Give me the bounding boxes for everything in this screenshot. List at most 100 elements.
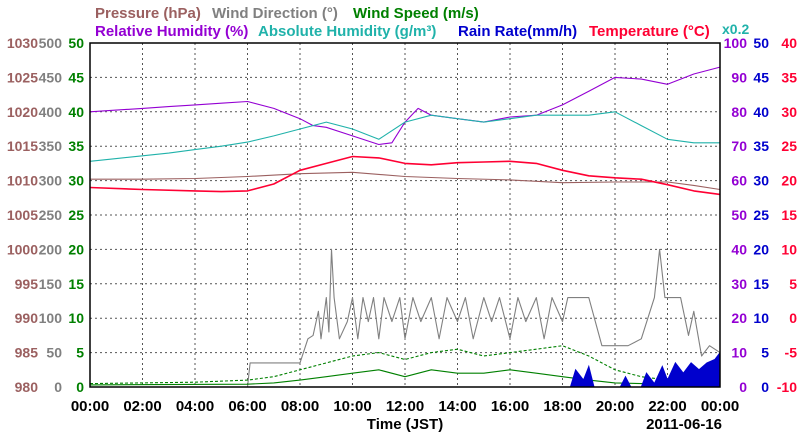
tick-wind-speed: 50 — [68, 35, 84, 51]
tick-wind-direction: 400 — [39, 104, 63, 120]
tick-rain-rate: 5 — [761, 345, 769, 361]
tick-temperature: 40 — [781, 35, 797, 51]
series-absolute-humidity-line — [89, 111, 720, 162]
tick-wind-speed: 45 — [68, 69, 84, 85]
tick-temperature: 10 — [781, 241, 797, 257]
tick-pressure: 1015 — [7, 138, 38, 154]
legend: Pressure (hPa) Wind Direction (°) Wind Spe… — [95, 5, 749, 40]
legend-pressure: Pressure (hPa) — [95, 5, 201, 22]
tick-wind-direction: 150 — [39, 276, 63, 292]
tick-wind-speed: 5 — [76, 345, 84, 361]
axis-multiplier-note: x0.2 — [722, 21, 749, 37]
x-tick-label: 08:00 — [281, 398, 319, 415]
tick-relative-humidity: 50 — [731, 207, 747, 223]
tick-pressure: 990 — [15, 310, 39, 326]
series-temperature-line — [89, 155, 721, 196]
series-pressure-line — [90, 171, 721, 191]
date-label: 2011-06-16 — [646, 416, 722, 433]
tick-wind-direction: 100 — [39, 310, 63, 326]
tick-temperature: 25 — [781, 138, 797, 154]
tick-wind-direction: 450 — [39, 69, 63, 85]
legend-absolute-humidity: Absolute Humidity (g/m³) — [258, 23, 436, 40]
tick-temperature: 0 — [789, 310, 797, 326]
series-relative-humidity-line — [89, 66, 721, 146]
x-tick-label: 06:00 — [228, 398, 266, 415]
tick-rain-rate: 50 — [753, 35, 769, 51]
tick-rain-rate: 20 — [753, 241, 769, 257]
tick-temperature: 15 — [781, 207, 797, 223]
tick-wind-speed: 40 — [68, 104, 84, 120]
tick-rain-rate: 35 — [753, 138, 769, 154]
x-tick-label: 14:00 — [438, 398, 476, 415]
tick-wind-speed: 0 — [76, 379, 84, 395]
tick-pressure: 1000 — [7, 241, 38, 257]
tick-rain-rate: 15 — [753, 276, 769, 292]
x-tick-label: 04:00 — [176, 398, 214, 415]
x-tick-label: 02:00 — [123, 398, 161, 415]
tick-rain-rate: 30 — [753, 173, 769, 189]
x-tick-label: 00:00 — [71, 398, 109, 415]
tick-wind-direction: 200 — [39, 241, 63, 257]
left-tick-labels: 9809859909951000100510101015102010251030… — [7, 35, 84, 395]
tick-rain-rate: 0 — [761, 379, 769, 395]
tick-wind-direction: 350 — [39, 138, 63, 154]
x-axis-label: Time (JST) — [367, 416, 443, 433]
plot-frame — [89, 42, 721, 388]
tick-temperature: -10 — [777, 379, 797, 395]
tick-temperature: 35 — [781, 69, 797, 85]
tick-pressure: 1020 — [7, 104, 38, 120]
x-tick-label: 10:00 — [333, 398, 371, 415]
tick-relative-humidity: 30 — [731, 276, 747, 292]
tick-rain-rate: 45 — [753, 69, 769, 85]
x-tick-label: 18:00 — [543, 398, 581, 415]
legend-wind-speed: Wind Speed (m/s) — [353, 5, 479, 22]
tick-wind-direction: 500 — [39, 35, 63, 51]
legend-temperature: Temperature (°C) — [589, 23, 710, 40]
tick-relative-humidity: 90 — [731, 69, 747, 85]
tick-wind-direction: 0 — [54, 379, 62, 395]
tick-relative-humidity: 60 — [731, 173, 747, 189]
tick-temperature: 5 — [789, 276, 797, 292]
tick-pressure: 985 — [15, 345, 39, 361]
tick-wind-speed: 35 — [68, 138, 84, 154]
grid — [90, 43, 720, 387]
tick-pressure: 1005 — [7, 207, 38, 223]
tick-relative-humidity: 10 — [731, 345, 747, 361]
tick-wind-speed: 30 — [68, 173, 84, 189]
tick-wind-direction: 50 — [46, 345, 62, 361]
tick-relative-humidity: 70 — [731, 138, 747, 154]
tick-pressure: 1030 — [7, 35, 38, 51]
tick-rain-rate: 10 — [753, 310, 769, 326]
tick-wind-speed: 25 — [68, 207, 84, 223]
tick-rain-rate: 40 — [753, 104, 769, 120]
tick-relative-humidity: 80 — [731, 104, 747, 120]
tick-relative-humidity: 100 — [724, 35, 748, 51]
tick-temperature: 20 — [781, 173, 797, 189]
series-wind-direction-line — [90, 248, 721, 388]
tick-pressure: 1010 — [7, 173, 38, 189]
right-tick-labels: 0102030405060708090100051015202530354045… — [724, 35, 798, 395]
series-wind-speed-dashed-line — [89, 345, 721, 385]
x-tick-label: 20:00 — [596, 398, 634, 415]
x-tick-labels: 00:00 02:00 04:00 06:00 08:00 10:00 12:00 14:00… — [71, 398, 739, 415]
tick-relative-humidity: 0 — [739, 379, 747, 395]
x-tick-label: 22:00 — [648, 398, 686, 415]
series-rain-rate-area — [569, 351, 721, 388]
tick-wind-speed: 15 — [68, 276, 84, 292]
x-tick-label: 16:00 — [491, 398, 529, 415]
tick-wind-direction: 250 — [39, 207, 63, 223]
tick-temperature: -5 — [785, 345, 798, 361]
tick-relative-humidity: 40 — [731, 241, 747, 257]
legend-wind-direction: Wind Direction (°) — [212, 5, 338, 22]
tick-temperature: 30 — [781, 104, 797, 120]
tick-wind-speed: 10 — [68, 310, 84, 326]
series-wind-speed-solid-line — [89, 369, 721, 386]
tick-wind-speed: 20 — [68, 241, 84, 257]
legend-relative-humidity: Relative Humidity (%) — [95, 23, 248, 40]
series-layer — [89, 66, 721, 388]
x-tick-label: 12:00 — [386, 398, 424, 415]
legend-rain-rate: Rain Rate(mm/h) — [458, 23, 577, 40]
tick-rain-rate: 25 — [753, 207, 769, 223]
tick-pressure: 1025 — [7, 69, 38, 85]
